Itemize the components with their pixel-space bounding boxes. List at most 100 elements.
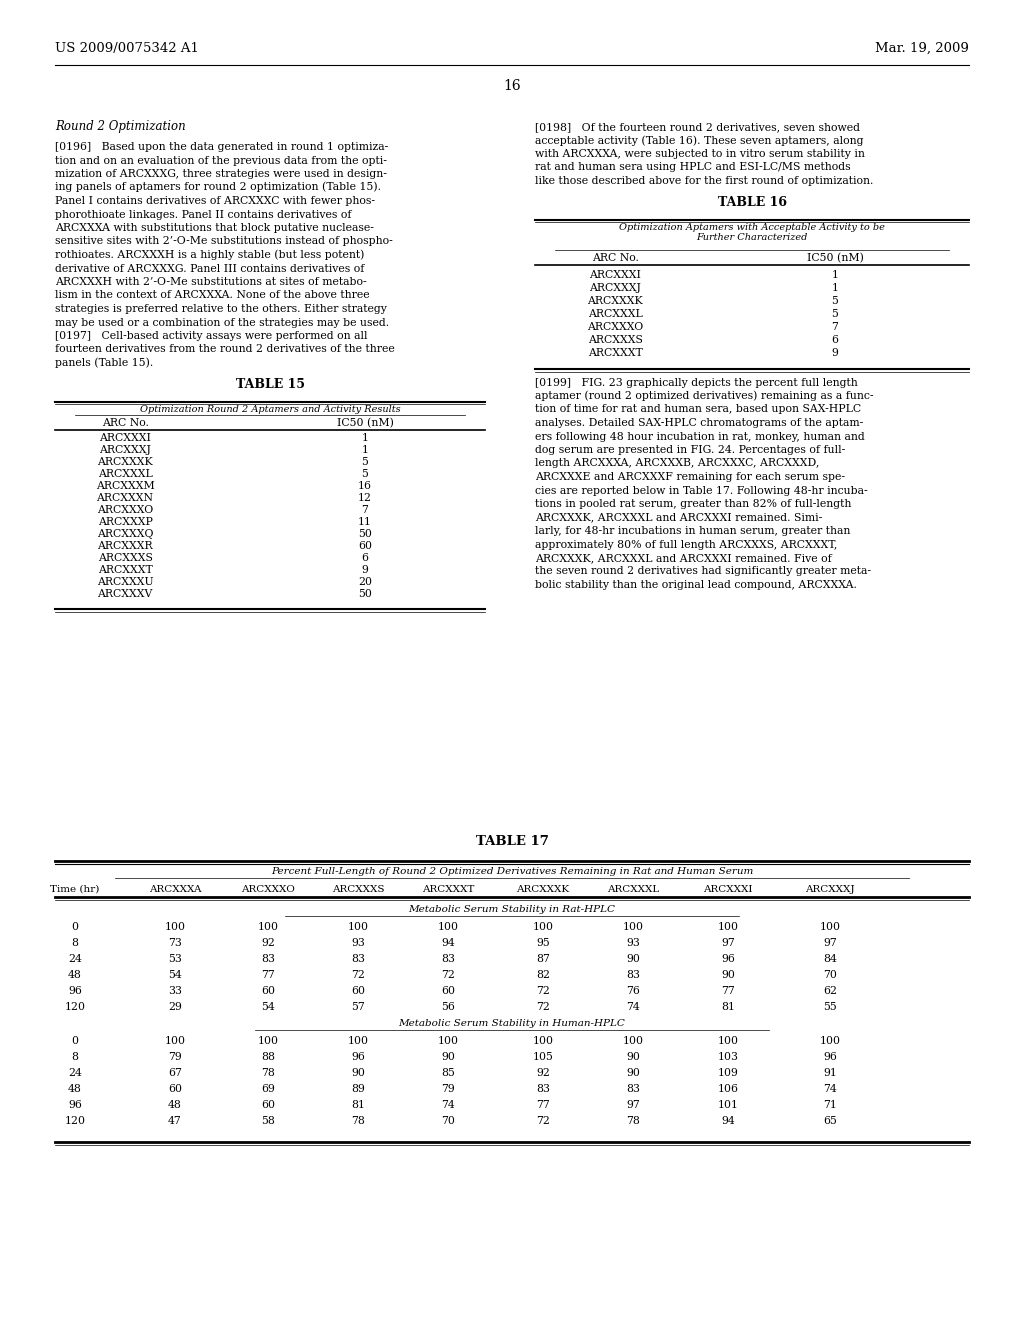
Text: 100: 100 bbox=[718, 1036, 738, 1045]
Text: TABLE 17: TABLE 17 bbox=[475, 836, 549, 847]
Text: 50: 50 bbox=[358, 529, 372, 539]
Text: 72: 72 bbox=[351, 970, 365, 979]
Text: 100: 100 bbox=[257, 921, 279, 932]
Text: ARCXXXO: ARCXXXO bbox=[587, 322, 643, 333]
Text: 70: 70 bbox=[823, 970, 837, 979]
Text: 88: 88 bbox=[261, 1052, 275, 1063]
Text: ARCXXXP: ARCXXXP bbox=[97, 517, 153, 527]
Text: panels (Table 15).: panels (Table 15). bbox=[55, 358, 154, 368]
Text: ARCXXXL: ARCXXXL bbox=[97, 469, 153, 479]
Text: 6: 6 bbox=[361, 553, 369, 564]
Text: mization of ARCXXXG, three strategies were used in design-: mization of ARCXXXG, three strategies we… bbox=[55, 169, 387, 180]
Text: 77: 77 bbox=[261, 970, 274, 979]
Text: 9: 9 bbox=[361, 565, 369, 576]
Text: 67: 67 bbox=[168, 1068, 182, 1078]
Text: 24: 24 bbox=[68, 954, 82, 964]
Text: ARCXXXA with substitutions that block putative nuclease-: ARCXXXA with substitutions that block pu… bbox=[55, 223, 374, 234]
Text: 6: 6 bbox=[831, 335, 839, 345]
Text: 92: 92 bbox=[536, 1068, 550, 1078]
Text: 90: 90 bbox=[626, 1068, 640, 1078]
Text: 54: 54 bbox=[168, 970, 182, 979]
Text: rothioates. ARCXXXH is a highly stable (but less potent): rothioates. ARCXXXH is a highly stable (… bbox=[55, 249, 365, 260]
Text: phorothioate linkages. Panel II contains derivatives of: phorothioate linkages. Panel II contains… bbox=[55, 210, 351, 219]
Text: Metabolic Serum Stability in Human-HPLC: Metabolic Serum Stability in Human-HPLC bbox=[398, 1019, 626, 1028]
Text: cies are reported below in Table 17. Following 48-hr incuba-: cies are reported below in Table 17. Fol… bbox=[535, 486, 867, 495]
Text: ARCXXXT: ARCXXXT bbox=[422, 884, 474, 894]
Text: 84: 84 bbox=[823, 954, 837, 964]
Text: 94: 94 bbox=[441, 939, 455, 948]
Text: 93: 93 bbox=[351, 939, 365, 948]
Text: 95: 95 bbox=[537, 939, 550, 948]
Text: 90: 90 bbox=[441, 1052, 455, 1063]
Text: ARCXXXN: ARCXXXN bbox=[96, 492, 154, 503]
Text: [0197]   Cell-based activity assays were performed on all: [0197] Cell-based activity assays were p… bbox=[55, 331, 368, 341]
Text: ARCXXXI: ARCXXXI bbox=[703, 884, 753, 894]
Text: 100: 100 bbox=[437, 921, 459, 932]
Text: IC50 (nM): IC50 (nM) bbox=[337, 417, 393, 428]
Text: 100: 100 bbox=[165, 921, 185, 932]
Text: 11: 11 bbox=[358, 517, 372, 527]
Text: ARCXXXU: ARCXXXU bbox=[96, 577, 154, 587]
Text: 24: 24 bbox=[68, 1068, 82, 1078]
Text: Panel I contains derivatives of ARCXXXC with fewer phos-: Panel I contains derivatives of ARCXXXC … bbox=[55, 195, 375, 206]
Text: 55: 55 bbox=[823, 1002, 837, 1012]
Text: dog serum are presented in FIG. 24. Percentages of full-: dog serum are presented in FIG. 24. Perc… bbox=[535, 445, 845, 455]
Text: ARCXXXI: ARCXXXI bbox=[99, 433, 151, 444]
Text: 120: 120 bbox=[65, 1002, 85, 1012]
Text: 1: 1 bbox=[831, 282, 839, 293]
Text: 71: 71 bbox=[823, 1100, 837, 1110]
Text: 103: 103 bbox=[718, 1052, 738, 1063]
Text: 74: 74 bbox=[626, 1002, 640, 1012]
Text: 78: 78 bbox=[261, 1068, 274, 1078]
Text: 97: 97 bbox=[626, 1100, 640, 1110]
Text: 82: 82 bbox=[536, 970, 550, 979]
Text: 100: 100 bbox=[347, 1036, 369, 1045]
Text: 48: 48 bbox=[168, 1100, 182, 1110]
Text: 56: 56 bbox=[441, 1002, 455, 1012]
Text: 57: 57 bbox=[351, 1002, 365, 1012]
Text: 93: 93 bbox=[626, 939, 640, 948]
Text: 50: 50 bbox=[358, 589, 372, 599]
Text: derivative of ARCXXXG. Panel III contains derivatives of: derivative of ARCXXXG. Panel III contain… bbox=[55, 264, 365, 273]
Text: may be used or a combination of the strategies may be used.: may be used or a combination of the stra… bbox=[55, 318, 389, 327]
Text: 78: 78 bbox=[626, 1115, 640, 1126]
Text: ARCXXXR: ARCXXXR bbox=[97, 541, 153, 550]
Text: 60: 60 bbox=[358, 541, 372, 550]
Text: 72: 72 bbox=[536, 986, 550, 997]
Text: 83: 83 bbox=[536, 1084, 550, 1094]
Text: 100: 100 bbox=[623, 1036, 643, 1045]
Text: 60: 60 bbox=[168, 1084, 182, 1094]
Text: ARCXXXT: ARCXXXT bbox=[97, 565, 153, 576]
Text: 1: 1 bbox=[361, 433, 369, 444]
Text: ARCXXXK, ARCXXXL and ARCXXXI remained. Five of: ARCXXXK, ARCXXXL and ARCXXXI remained. F… bbox=[535, 553, 831, 564]
Text: fourteen derivatives from the round 2 derivatives of the three: fourteen derivatives from the round 2 de… bbox=[55, 345, 394, 355]
Text: 100: 100 bbox=[165, 1036, 185, 1045]
Text: 0: 0 bbox=[72, 921, 79, 932]
Text: 90: 90 bbox=[626, 954, 640, 964]
Text: 72: 72 bbox=[441, 970, 455, 979]
Text: ARCXXXL: ARCXXXL bbox=[607, 884, 659, 894]
Text: 72: 72 bbox=[536, 1115, 550, 1126]
Text: [0199]   FIG. 23 graphically depicts the percent full length: [0199] FIG. 23 graphically depicts the p… bbox=[535, 378, 858, 388]
Text: ARCXXXK: ARCXXXK bbox=[516, 884, 569, 894]
Text: 1: 1 bbox=[361, 445, 369, 455]
Text: tion and on an evaluation of the previous data from the opti-: tion and on an evaluation of the previou… bbox=[55, 156, 387, 165]
Text: tions in pooled rat serum, greater than 82% of full-length: tions in pooled rat serum, greater than … bbox=[535, 499, 851, 510]
Text: 96: 96 bbox=[721, 954, 735, 964]
Text: 16: 16 bbox=[358, 480, 372, 491]
Text: 12: 12 bbox=[358, 492, 372, 503]
Text: 90: 90 bbox=[351, 1068, 365, 1078]
Text: 79: 79 bbox=[168, 1052, 182, 1063]
Text: 100: 100 bbox=[532, 1036, 554, 1045]
Text: Mar. 19, 2009: Mar. 19, 2009 bbox=[876, 42, 969, 55]
Text: ARCXXXS: ARCXXXS bbox=[332, 884, 384, 894]
Text: 76: 76 bbox=[626, 986, 640, 997]
Text: length ARCXXXA, ARCXXXB, ARCXXXC, ARCXXXD,: length ARCXXXA, ARCXXXB, ARCXXXC, ARCXXX… bbox=[535, 458, 819, 469]
Text: ARCXXXV: ARCXXXV bbox=[97, 589, 153, 599]
Text: ARCXXXT: ARCXXXT bbox=[588, 348, 642, 358]
Text: ARCXXXH with 2’-O-Me substitutions at sites of metabo-: ARCXXXH with 2’-O-Me substitutions at si… bbox=[55, 277, 367, 286]
Text: strategies is preferred relative to the others. Either strategy: strategies is preferred relative to the … bbox=[55, 304, 387, 314]
Text: lism in the context of ARCXXXA. None of the above three: lism in the context of ARCXXXA. None of … bbox=[55, 290, 370, 301]
Text: ers following 48 hour incubation in rat, monkey, human and: ers following 48 hour incubation in rat,… bbox=[535, 432, 864, 441]
Text: 60: 60 bbox=[261, 986, 275, 997]
